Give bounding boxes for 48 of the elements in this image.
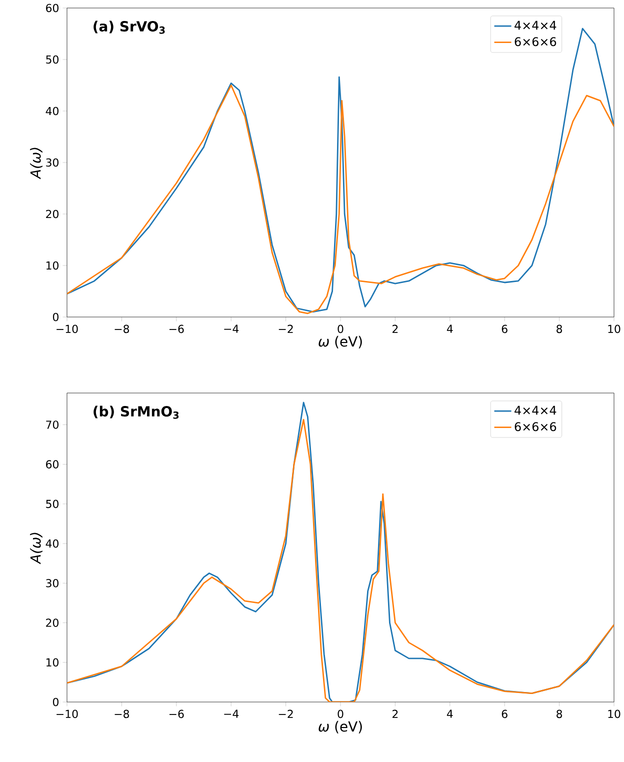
legend-label: 6×6×6	[514, 422, 556, 432]
x-tick-label: 6	[502, 324, 508, 334]
x-tick-label: −4	[224, 710, 239, 718]
x-tick-label: 10	[608, 324, 620, 334]
x-tick-label: 2	[392, 324, 398, 333]
x-tick-label: 4	[446, 324, 453, 333]
y-tick-label: 30	[46, 158, 58, 167]
y-tick-label: 0	[52, 312, 58, 322]
y-tick-label: 50	[46, 500, 58, 508]
y-tick-label: 10	[46, 658, 58, 667]
x-tick-label: −10	[56, 324, 78, 334]
y-tick-label: 70	[46, 420, 58, 429]
text: (a) SrVO$_{3}$	[94, 20, 165, 34]
legend-label: 4×4×4	[514, 406, 556, 415]
x-tick-label: 6	[502, 710, 508, 718]
x-tick-label: 8	[556, 324, 562, 334]
legend-label: 6×6×6	[514, 37, 556, 46]
y-tick-label: 60	[46, 460, 58, 468]
x-tick-label: 8	[556, 710, 562, 718]
y-tick-label: 20	[46, 210, 58, 218]
y-axis-title: A(ω)	[30, 148, 42, 180]
y-tick-label: 50	[46, 55, 58, 64]
y-tick-label: 0	[52, 698, 58, 706]
x-axis-title: ω (eV)	[318, 720, 362, 734]
y-tick-label: 20	[46, 618, 58, 627]
line-series	[67, 84, 614, 314]
x-tick-label: 4	[446, 710, 453, 718]
y-tick-label: 40	[46, 106, 58, 116]
y-tick-label: 40	[46, 539, 58, 548]
x-tick-label: −10	[56, 710, 78, 718]
x-tick-label: −8	[114, 710, 130, 718]
legend-label: 4×4×4	[514, 20, 556, 30]
x-tick-label: 0	[338, 710, 344, 718]
x-tick-label: 2	[392, 710, 398, 718]
x-tick-label: −6	[169, 710, 184, 718]
x-tick-label: −2	[278, 710, 293, 718]
y-tick-label: 60	[46, 4, 58, 12]
x-tick-label: −8	[114, 324, 130, 334]
x-tick-label: −4	[224, 324, 239, 333]
text: (b) SrMnO$_{3}$	[94, 406, 179, 419]
x-tick-label: 10	[608, 710, 620, 718]
x-tick-label: 0	[338, 324, 344, 334]
x-axis-title: ω (eV)	[318, 336, 362, 348]
y-tick-label: 10	[46, 261, 58, 270]
x-tick-label: −2	[278, 324, 293, 333]
x-tick-label: −6	[169, 324, 184, 334]
y-tick-label: 30	[46, 579, 58, 588]
y-axis-title: A(ω)	[30, 532, 42, 564]
